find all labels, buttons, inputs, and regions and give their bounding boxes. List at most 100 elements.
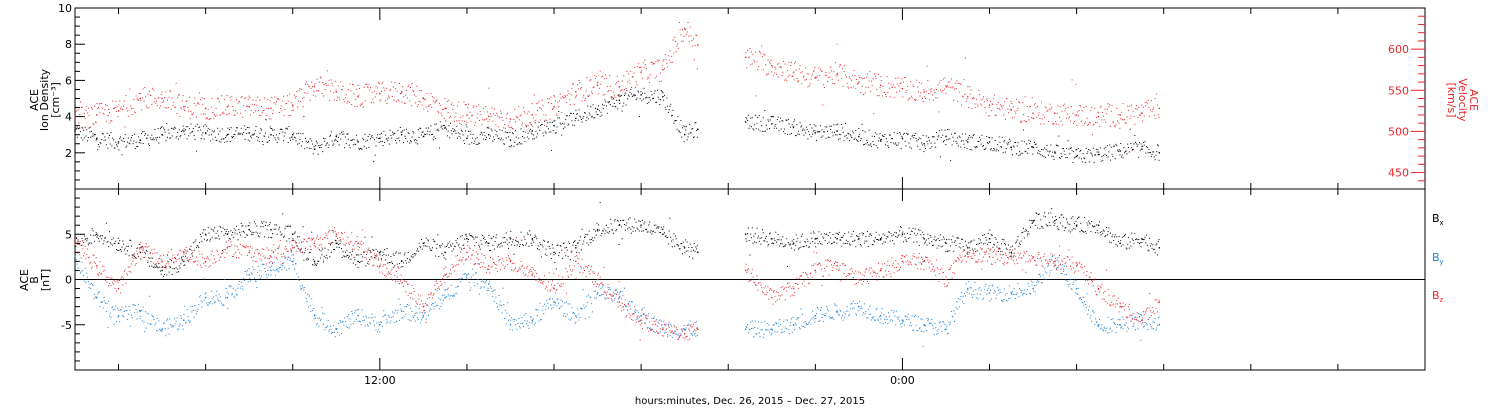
bx-point — [759, 237, 761, 239]
density-point — [1104, 153, 1106, 155]
bx-point — [536, 248, 538, 250]
density-point — [450, 130, 452, 132]
bx-point — [1080, 222, 1082, 224]
bx-point — [1097, 232, 1099, 234]
by-point — [490, 287, 492, 289]
bx-point — [436, 243, 438, 245]
bx-point — [858, 238, 860, 240]
density-point — [1000, 146, 1002, 148]
velocity-point — [662, 69, 664, 71]
velocity-point — [124, 126, 126, 128]
bx-point — [816, 237, 818, 239]
by-point — [1075, 287, 1078, 290]
density-point — [772, 116, 774, 118]
density-point — [171, 135, 173, 137]
density-point — [476, 137, 478, 139]
bx-point — [1050, 212, 1052, 214]
density-point — [687, 136, 689, 138]
velocity-point — [282, 100, 284, 102]
bx-point — [798, 248, 800, 250]
density-point — [804, 129, 806, 131]
by-point — [378, 322, 380, 324]
bx-point — [540, 244, 542, 246]
density-point — [1066, 157, 1068, 159]
by-point — [561, 305, 563, 307]
velocity-point — [796, 78, 798, 80]
density-point — [592, 104, 594, 106]
velocity-point — [937, 84, 939, 86]
by-point — [304, 292, 306, 294]
velocity-point — [341, 89, 343, 91]
velocity-point — [999, 109, 1001, 111]
bx-point — [529, 234, 531, 236]
velocity-point — [501, 117, 503, 119]
by-point — [94, 296, 96, 298]
bx-point — [576, 242, 578, 244]
density-point — [584, 112, 586, 114]
by-point — [185, 321, 187, 323]
velocity-point — [211, 98, 213, 100]
density-point — [82, 139, 84, 141]
density-point — [601, 114, 603, 116]
velocity-point — [413, 94, 415, 96]
velocity-point — [810, 78, 812, 80]
bx-point — [620, 219, 622, 221]
bx-point — [202, 232, 204, 234]
by-point — [107, 327, 109, 329]
bx-point — [1063, 230, 1065, 232]
velocity-point — [156, 105, 158, 107]
by-point — [208, 302, 210, 304]
density-point — [255, 125, 257, 127]
velocity-point — [631, 86, 633, 88]
bx-point — [1007, 256, 1009, 258]
density-point — [137, 136, 139, 138]
velocity-point — [292, 106, 294, 108]
bx-point — [397, 266, 399, 268]
bx-point — [380, 250, 382, 252]
density-point — [127, 141, 129, 143]
bx-point — [606, 231, 608, 233]
bx-point — [531, 238, 533, 240]
bx-point — [992, 246, 994, 248]
velocity-point — [881, 95, 883, 97]
density-point — [1047, 150, 1049, 152]
density-point — [1042, 149, 1044, 151]
bx-point — [353, 256, 355, 258]
velocity-point — [130, 107, 132, 109]
by-point — [479, 287, 481, 289]
velocity-point — [667, 55, 669, 57]
density-point — [849, 134, 851, 136]
velocity-point — [685, 29, 687, 31]
bx-point — [1155, 244, 1157, 246]
velocity-point — [591, 91, 593, 93]
density-point — [837, 138, 839, 140]
density-point — [616, 99, 618, 101]
velocity-point — [250, 109, 252, 111]
velocity-point — [353, 93, 355, 95]
by-point — [148, 313, 150, 315]
density-point — [459, 133, 461, 135]
density-point — [105, 139, 107, 141]
density-point — [950, 160, 952, 162]
velocity-point — [214, 114, 216, 116]
bx-point — [975, 244, 977, 246]
velocity-point — [295, 96, 297, 98]
velocity-point — [988, 104, 991, 106]
velocity-point — [1014, 110, 1016, 112]
velocity-point — [426, 93, 428, 95]
density-point — [652, 97, 654, 99]
density-point — [928, 136, 930, 138]
by-point — [270, 269, 272, 272]
bx-point — [871, 244, 873, 246]
velocity-point — [697, 44, 699, 46]
bx-point — [322, 248, 324, 250]
density-point — [480, 131, 482, 133]
velocity-point — [1057, 105, 1059, 107]
density-point — [478, 142, 480, 144]
by-point — [283, 267, 285, 269]
bx-point — [825, 234, 827, 236]
velocity-point — [147, 93, 149, 95]
velocity-point — [348, 89, 350, 91]
bx-point — [174, 258, 176, 260]
